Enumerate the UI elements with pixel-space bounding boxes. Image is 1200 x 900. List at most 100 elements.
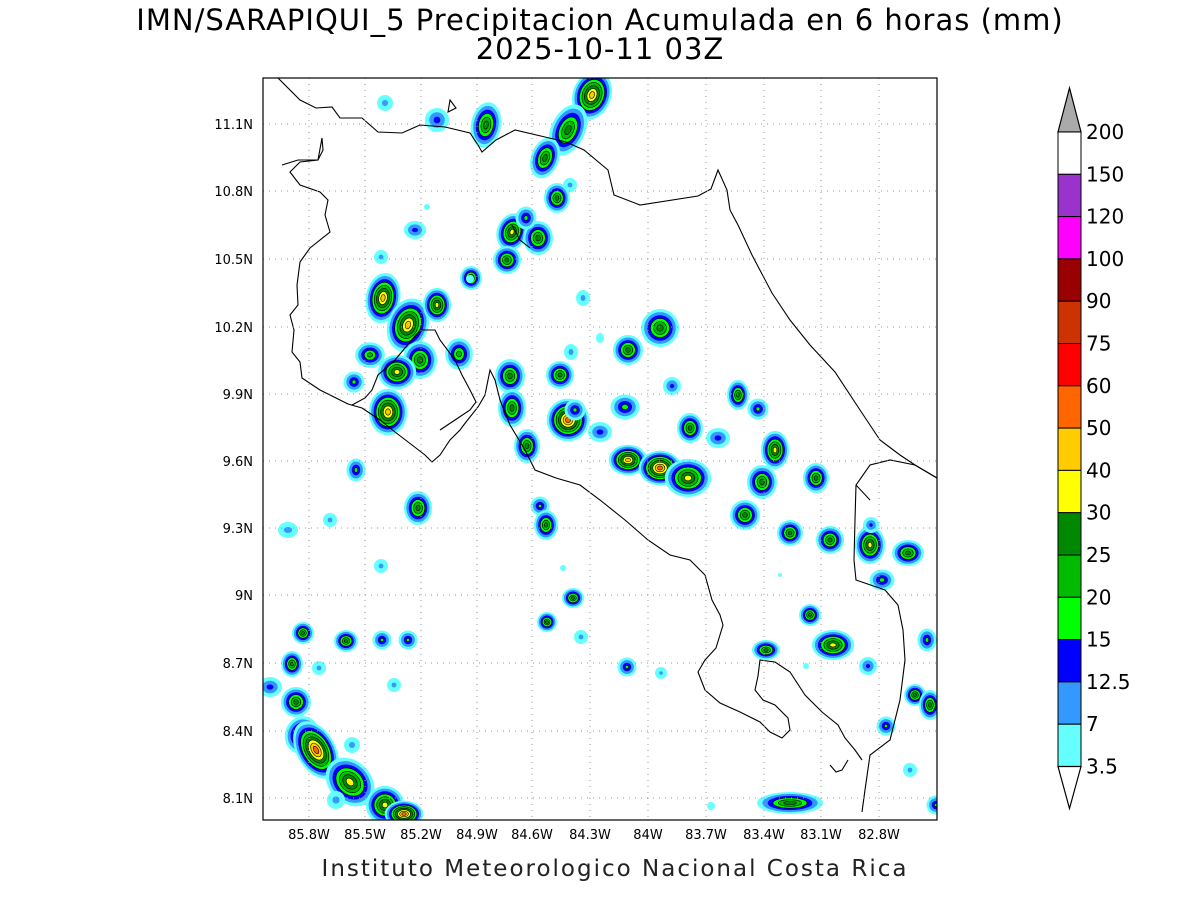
colorbar-over-arrow [1057,85,1082,133]
longitude-tick-label: 84.9W [456,828,498,843]
precipitation-cell [571,78,613,120]
precipitation-cell [523,221,553,255]
precipitation-cell [404,221,426,239]
precipitation-cell [903,763,917,777]
precipitation-cell [747,398,769,420]
precipitation-cell [560,565,566,571]
precipitation-cell [610,394,640,420]
precipitation-cell [707,802,715,810]
precipitation-cell [292,622,314,644]
precipitation-cell [859,657,877,675]
precipitation-cell [514,429,540,463]
colorbar-label: 15 [1086,628,1111,652]
latitude-tick-label: 8.4N [223,725,253,740]
colorbar-label: 40 [1086,458,1111,482]
precipitation-cell [641,309,679,347]
precipitation-cell [365,785,405,820]
longitude-labels: 85.8W 85.5W 85.2W 84.9W 84.6W 84.3W 84W 83.7W 83… [288,828,900,843]
precipitation-cell [811,629,855,661]
precipitation-cell [576,290,590,306]
precipitation-cell [664,458,712,498]
precipitation-cell [470,102,502,148]
precipitation-cell [919,690,937,720]
precipitation-cell [537,612,557,632]
precipitation-cell [892,540,924,566]
precipitation-cell [613,335,643,365]
colorbar-bin [1057,131,1082,175]
precipitation-cell [917,628,937,652]
precipitation-cell [564,399,586,421]
precipitation-cell [281,687,311,717]
precipitation-cell [425,108,449,132]
precipitation-cell [386,298,430,352]
precipitation-cell [374,250,388,264]
precipitation-cell [466,275,474,283]
precipitation-cell [327,791,345,809]
map-frame [262,77,938,821]
colorbar-bin [1057,554,1082,598]
precipitation-cell [355,342,385,368]
precipitation-cell [608,444,648,476]
colorbar-bin [1057,639,1082,683]
colorbar-label: 20 [1086,585,1111,609]
colorbar-label: 25 [1086,543,1111,567]
precipitation-cell [493,246,521,274]
longitude-tick-label: 85.2W [400,828,442,843]
latitude-tick-label: 9.9N [223,388,253,403]
precipitation-cell [677,413,703,443]
precipitation-cell [346,458,366,482]
longitude-tick-label: 83.1W [800,828,842,843]
colorbar-bin [1057,681,1082,725]
colorbar-bin [1057,258,1082,302]
longitude-tick-label: 84W [633,828,663,843]
precipitation-cell [387,678,401,692]
latitude-tick-label: 9.6N [223,455,253,470]
precipitation-cell [803,463,829,493]
precipitation-cell [760,430,790,470]
precipitation-cell [372,630,392,650]
precipitation-cell [445,338,473,370]
precipitation-cell [344,737,360,753]
precipitation-cell [562,588,584,608]
colorbar-bin [1057,469,1082,514]
colorbar-label: 120 [1086,205,1124,229]
latitude-tick-label: 10.5N [214,253,253,268]
longitude-tick-label: 82.8W [858,828,900,843]
precipitation-cell [926,795,937,815]
precipitation-cell [312,661,326,675]
precipitation-cell [816,526,844,554]
colorbar-bin [1057,216,1082,260]
map-valid-time: 2025-10-11 03Z [475,32,725,66]
colorbar-label: 90 [1086,289,1111,313]
latitude-tick-label: 9N [235,589,253,604]
precipitation-cell [281,651,303,677]
precipitation-cell [496,213,528,251]
precipitation-cell [424,204,430,210]
precipitation-cell [404,491,432,525]
precipitation-cell [515,206,537,230]
precipitation-cell [588,422,612,442]
precipitation-cell [498,389,526,427]
precipitation-cell [869,569,895,591]
precipitation-cell [730,500,760,530]
colorbar-label: 75 [1086,332,1111,356]
precipitation-cell [563,178,577,192]
latitude-tick-label: 11.1N [214,118,253,133]
colorbar-label: 12.5 [1086,670,1131,694]
colorbar-bin [1057,427,1082,471]
colorbar-under-arrow [1057,765,1082,811]
map-title: IMN/SARAPIQUI_5 Precipitacion Acumulada … [136,3,1064,37]
latitude-tick-label: 10.8N [214,185,253,200]
latitude-tick-label: 10.2N [214,321,253,336]
colorbar-label: 3.5 [1086,755,1118,779]
colorbar-label: 50 [1086,416,1111,440]
graticule [263,78,937,820]
precipitation-cell [655,667,667,679]
precipitation-cell [365,272,401,324]
colorbar-bin [1057,512,1082,556]
precipitation-cell [904,684,926,706]
precipitation-cell [377,354,417,390]
precipitation-cell [706,428,730,448]
colorbar-label: 200 [1086,120,1124,144]
precipitation-cell [617,657,637,677]
